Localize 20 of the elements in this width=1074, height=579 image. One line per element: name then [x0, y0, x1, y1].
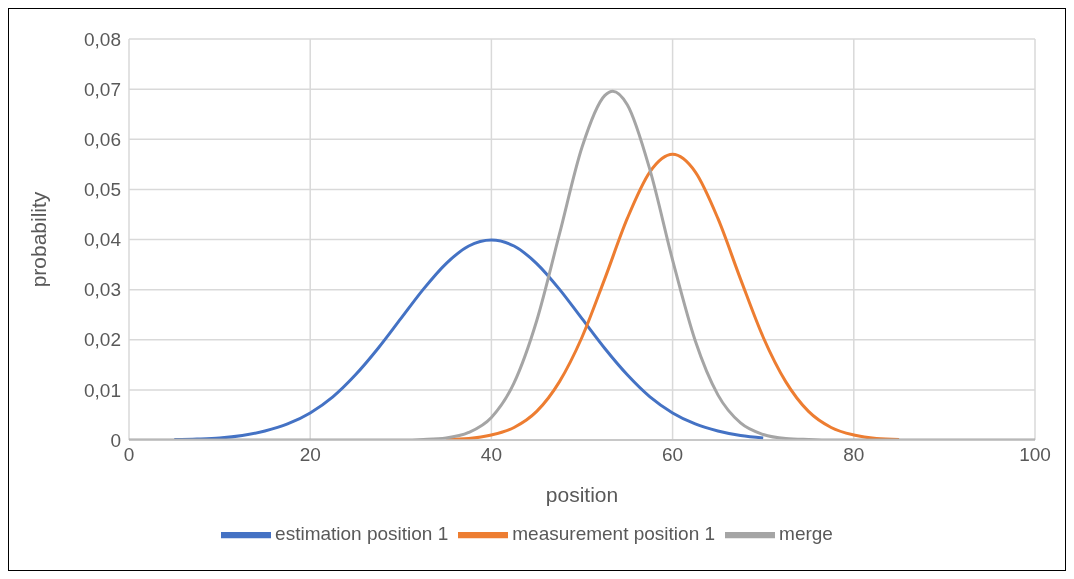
y-axis-title: probability	[27, 191, 51, 288]
x-tick-label: 80	[843, 444, 865, 466]
y-tick-label: 0,07	[84, 78, 121, 100]
x-axis-title: position	[545, 483, 619, 506]
x-tick-label: 60	[662, 444, 684, 466]
legend-label: estimation position 1	[275, 523, 449, 545]
y-tick-label: 0,04	[84, 229, 122, 251]
legend-label: merge	[779, 523, 833, 545]
x-tick-label: 100	[1019, 444, 1051, 466]
x-tick-label: 40	[480, 444, 502, 466]
y-tick-label: 0,03	[84, 279, 121, 301]
y-tick-label: 0,02	[84, 329, 121, 351]
line-series	[172, 238, 765, 440]
y-tick-label: 0,05	[84, 179, 121, 201]
y-tick-label: 0	[110, 429, 121, 451]
y-tick-label: 0,01	[84, 379, 121, 401]
y-tick-label: 0,08	[84, 28, 121, 50]
x-tick-label: 20	[299, 444, 321, 466]
legend-label: measurement position 1	[512, 523, 716, 545]
y-tick-label: 0,06	[84, 128, 121, 150]
